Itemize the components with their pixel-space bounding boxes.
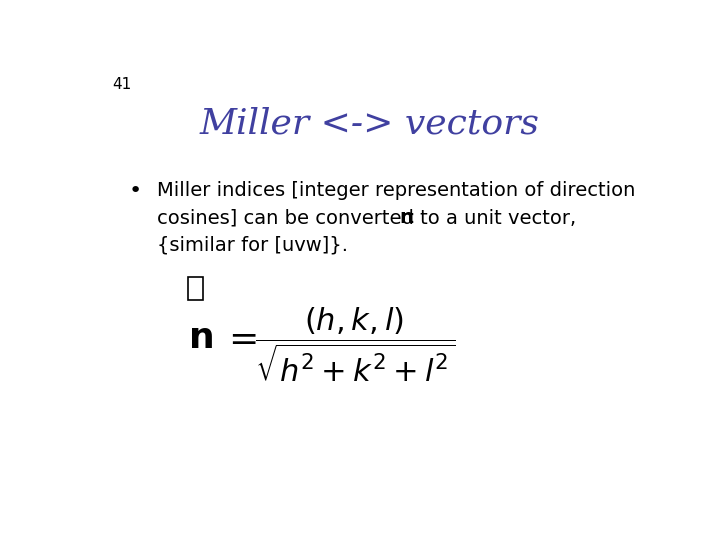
Text: :: : — [409, 208, 415, 227]
Text: cosines] can be converted to a unit vector,: cosines] can be converted to a unit vect… — [157, 208, 582, 227]
Bar — [188, 277, 203, 300]
Text: n: n — [400, 208, 413, 227]
Text: $\mathbf{n}$: $\mathbf{n}$ — [188, 321, 212, 355]
Text: $\dfrac{(h,k,l)}{\sqrt{h^2+k^2+l^2}}$: $\dfrac{(h,k,l)}{\sqrt{h^2+k^2+l^2}}$ — [255, 306, 455, 385]
Text: •: • — [129, 181, 143, 201]
Text: 41: 41 — [112, 77, 132, 92]
Text: $=$: $=$ — [221, 321, 256, 355]
Text: {similar for [uvw]}.: {similar for [uvw]}. — [157, 235, 348, 254]
Text: Miller <-> vectors: Miller <-> vectors — [199, 106, 539, 140]
Text: Miller indices [integer representation of direction: Miller indices [integer representation o… — [157, 181, 635, 200]
